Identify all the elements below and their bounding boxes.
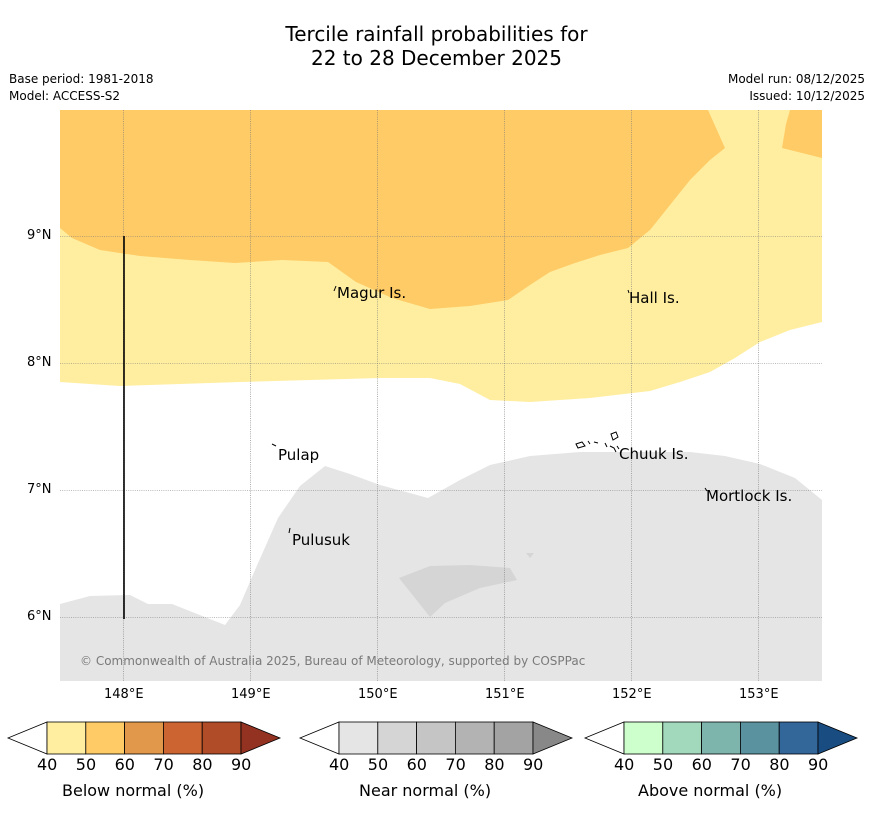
lat-label-7n: 7°N <box>27 482 52 497</box>
below-extend-high <box>240 721 282 755</box>
below-tick-40: 40 <box>37 755 58 774</box>
island-chuuk <box>575 431 620 453</box>
issued-date: Issued: 10/12/2025 <box>749 89 865 103</box>
gridlines <box>60 110 822 681</box>
near-extend-high <box>532 721 574 755</box>
place-mortlock: Mortlock Is. <box>706 487 793 505</box>
below-normal-50-region <box>60 110 725 309</box>
legend-label-below: Below normal (%) <box>62 781 205 800</box>
below-swatch-50 <box>85 721 126 755</box>
below-extend-low <box>6 721 48 755</box>
above-tick-70: 70 <box>730 755 751 774</box>
map-title: Tercile rainfall probabilities for 22 to… <box>0 22 873 70</box>
near-normal-darker-dot <box>526 553 534 558</box>
above-tick-80: 80 <box>769 755 790 774</box>
copyright-notice: © Commonwealth of Australia 2025, Bureau… <box>80 654 586 668</box>
near-tick-50: 50 <box>367 755 389 774</box>
place-pulusuk: Pulusuk <box>292 531 350 549</box>
lon-label-149e: 149°E <box>231 687 271 702</box>
near-swatch-70 <box>454 721 495 755</box>
title-line-1: Tercile rainfall probabilities for <box>285 22 588 46</box>
meta-left: Base period: 1981-2018 Model: ACCESS-S2 <box>9 71 154 105</box>
legend-label-near: Near normal (%) <box>359 781 492 800</box>
near-swatch-40 <box>338 721 379 755</box>
lon-label-148e: 148°E <box>104 687 144 702</box>
near-tick-90: 90 <box>523 755 544 774</box>
near-swatch-60 <box>416 721 456 755</box>
above-swatch-60 <box>701 721 741 755</box>
near-tick-60: 60 <box>406 755 427 774</box>
below-swatch-80 <box>201 721 242 755</box>
place-hall: Hall Is. <box>629 289 680 307</box>
above-tick-40: 40 <box>614 755 635 774</box>
near-swatch-80 <box>493 721 534 755</box>
above-swatch-50 <box>662 721 702 755</box>
lon-label-150e: 150°E <box>358 687 398 702</box>
near-normal-darker-patch <box>399 565 517 617</box>
island-outlines <box>271 285 708 534</box>
above-tick-60: 60 <box>691 755 712 774</box>
island-hall <box>627 289 630 294</box>
meta-right: Model run: 08/12/2025 Issued: 10/12/2025 <box>728 71 865 105</box>
place-magur: Magur Is. <box>337 284 407 302</box>
lat-label-9n: 9°N <box>27 228 52 243</box>
below-tick-60: 60 <box>114 755 135 774</box>
below-swatch-60 <box>124 721 164 755</box>
model-name: Model: ACCESS-S2 <box>9 89 121 103</box>
island-mortlock <box>704 487 708 492</box>
below-tick-50: 50 <box>75 755 97 774</box>
below-tick-70: 70 <box>153 755 174 774</box>
place-pulap: Pulap <box>278 446 320 464</box>
colorbar-near <box>298 721 574 755</box>
place-chuuk: Chuuk Is. <box>619 445 689 463</box>
lat-label-8n: 8°N <box>27 355 52 370</box>
lat-label-6n: 6°N <box>27 609 52 624</box>
above-extend-high <box>817 721 859 755</box>
near-swatch-50 <box>377 721 417 755</box>
near-tick-80: 80 <box>484 755 505 774</box>
colorbar-above <box>583 721 859 755</box>
below-normal-50-corner <box>782 110 822 158</box>
base-period: Base period: 1981-2018 <box>9 72 154 86</box>
below-swatch-40 <box>46 721 87 755</box>
map-canvas <box>60 110 822 681</box>
lon-label-152e: 152°E <box>612 687 652 702</box>
above-swatch-70 <box>740 721 780 755</box>
above-tick-50: 50 <box>652 755 674 774</box>
colorbar-below <box>6 721 282 755</box>
island-pulap <box>271 443 277 447</box>
near-tick-40: 40 <box>329 755 350 774</box>
below-tick-90: 90 <box>231 755 252 774</box>
legend-label-above: Above normal (%) <box>638 781 783 800</box>
lon-label-153e: 153°E <box>739 687 779 702</box>
title-line-2: 22 to 28 December 2025 <box>310 46 562 70</box>
below-swatch-70 <box>162 721 203 755</box>
island-magur <box>333 285 337 292</box>
above-extend-low <box>583 721 625 755</box>
map-panel <box>60 110 822 681</box>
below-tick-80: 80 <box>192 755 213 774</box>
lon-label-151e: 151°E <box>485 687 525 702</box>
model-run: Model run: 08/12/2025 <box>727 72 865 86</box>
near-extend-low <box>298 721 340 755</box>
above-swatch-80 <box>778 721 819 755</box>
legend-colorbars <box>6 721 859 755</box>
near-tick-70: 70 <box>445 755 466 774</box>
above-tick-90: 90 <box>808 755 829 774</box>
above-swatch-40 <box>623 721 664 755</box>
island-pulusuk <box>288 527 291 534</box>
